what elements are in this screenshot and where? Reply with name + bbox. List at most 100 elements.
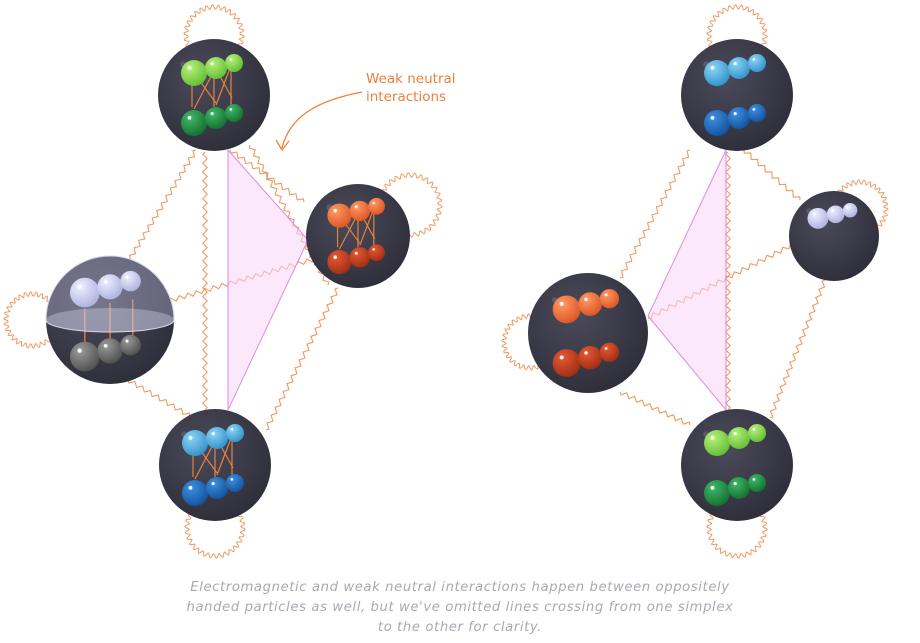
particle-highlight bbox=[752, 58, 756, 61]
particle bbox=[70, 277, 100, 308]
right-green-node bbox=[681, 409, 793, 521]
particle-highlight bbox=[188, 435, 193, 440]
top-particle-group bbox=[327, 197, 385, 228]
top-particle-group bbox=[182, 424, 244, 456]
particle-highlight bbox=[103, 279, 108, 284]
particle-highlight bbox=[372, 201, 375, 205]
particle-highlight bbox=[733, 481, 737, 486]
particle bbox=[368, 244, 385, 262]
particle bbox=[182, 430, 208, 456]
particle bbox=[748, 54, 766, 72]
particle-highlight bbox=[733, 61, 737, 66]
particle-highlight bbox=[710, 65, 715, 70]
particle bbox=[842, 203, 858, 218]
particle-highlight bbox=[103, 343, 108, 348]
particle bbox=[205, 107, 227, 129]
top-particle-group bbox=[181, 54, 243, 86]
top-particle-group bbox=[704, 54, 766, 86]
particle-highlight bbox=[230, 478, 234, 481]
particle bbox=[349, 247, 371, 268]
particle-highlight bbox=[831, 209, 834, 213]
interaction-line bbox=[265, 287, 339, 431]
particle-highlight bbox=[846, 206, 849, 209]
particle bbox=[552, 295, 581, 324]
node-sphere bbox=[789, 191, 879, 281]
particle bbox=[704, 110, 730, 136]
particle bbox=[728, 107, 750, 129]
particle bbox=[97, 338, 123, 364]
annotation-arrow bbox=[281, 91, 363, 149]
particle bbox=[728, 427, 750, 449]
particle bbox=[206, 477, 228, 499]
particle bbox=[578, 345, 602, 370]
particle bbox=[748, 474, 766, 492]
bottom-particle-group bbox=[181, 104, 243, 136]
particle bbox=[728, 477, 750, 499]
particle-highlight bbox=[230, 428, 234, 431]
particle bbox=[599, 342, 620, 362]
left-orange-node bbox=[306, 184, 410, 288]
particle bbox=[97, 274, 123, 300]
particle bbox=[578, 292, 602, 316]
annotation-line-1: Weak neutral bbox=[366, 71, 456, 87]
particle bbox=[368, 197, 385, 215]
interaction-line bbox=[202, 151, 208, 411]
particle-highlight bbox=[210, 61, 214, 66]
particle bbox=[120, 270, 141, 292]
top-particle-group bbox=[552, 289, 620, 324]
particle-highlight bbox=[604, 293, 608, 297]
annotation-arrow-head bbox=[275, 139, 290, 152]
interaction-line bbox=[619, 149, 691, 279]
particle-highlight bbox=[584, 297, 588, 302]
particle-highlight bbox=[187, 65, 192, 70]
particle-highlight bbox=[125, 339, 129, 343]
particle-highlight bbox=[710, 435, 715, 440]
particle-highlight bbox=[211, 431, 215, 436]
right-lavender-node bbox=[789, 191, 879, 281]
particle-highlight bbox=[752, 108, 756, 111]
left-blue-node bbox=[159, 409, 271, 521]
top-particle-group bbox=[70, 270, 141, 308]
particle-highlight bbox=[559, 301, 564, 306]
particle bbox=[826, 205, 845, 224]
particle bbox=[728, 57, 750, 79]
left-simplex-face bbox=[227, 148, 309, 411]
caption-line-3: to the other for clarity. bbox=[377, 620, 543, 635]
particle-highlight bbox=[752, 428, 756, 431]
particle-highlight bbox=[77, 348, 82, 353]
particle-highlight bbox=[354, 251, 358, 255]
particle-highlight bbox=[210, 111, 214, 116]
particle-highlight bbox=[354, 205, 358, 209]
dome-rim bbox=[46, 308, 174, 332]
particle bbox=[120, 334, 141, 356]
caption-line-2: handed particles as well, but we've omit… bbox=[186, 600, 734, 615]
annotation-line-2: interactions bbox=[366, 89, 447, 105]
particle bbox=[748, 424, 766, 442]
particle bbox=[552, 349, 581, 377]
particle-highlight bbox=[229, 58, 233, 61]
particle-highlight bbox=[333, 208, 338, 213]
particle-highlight bbox=[187, 115, 192, 120]
particle-highlight bbox=[812, 212, 816, 216]
particle bbox=[349, 200, 371, 222]
particle bbox=[225, 54, 243, 72]
particle bbox=[807, 207, 829, 229]
particle bbox=[181, 110, 207, 136]
node-sphere bbox=[528, 273, 648, 393]
caption-line-1: Electromagnetic and weak neutral interac… bbox=[190, 580, 730, 595]
left-lavender-gray-node bbox=[45, 255, 175, 384]
particle-highlight bbox=[710, 485, 715, 490]
bottom-particle-group bbox=[327, 244, 385, 275]
particle-highlight bbox=[125, 275, 129, 279]
top-particle-group bbox=[704, 424, 766, 456]
figure-caption: Electromagnetic and weak neutral interac… bbox=[150, 578, 770, 638]
particle-highlight bbox=[372, 248, 375, 251]
weak-neutral-annotation: Weak neutral interactions bbox=[366, 70, 456, 106]
particle-highlight bbox=[752, 478, 756, 481]
particle-highlight bbox=[604, 346, 608, 350]
particle bbox=[704, 480, 730, 506]
particle-highlight bbox=[77, 284, 82, 289]
particle bbox=[327, 203, 352, 228]
simplex-faces bbox=[227, 148, 727, 412]
